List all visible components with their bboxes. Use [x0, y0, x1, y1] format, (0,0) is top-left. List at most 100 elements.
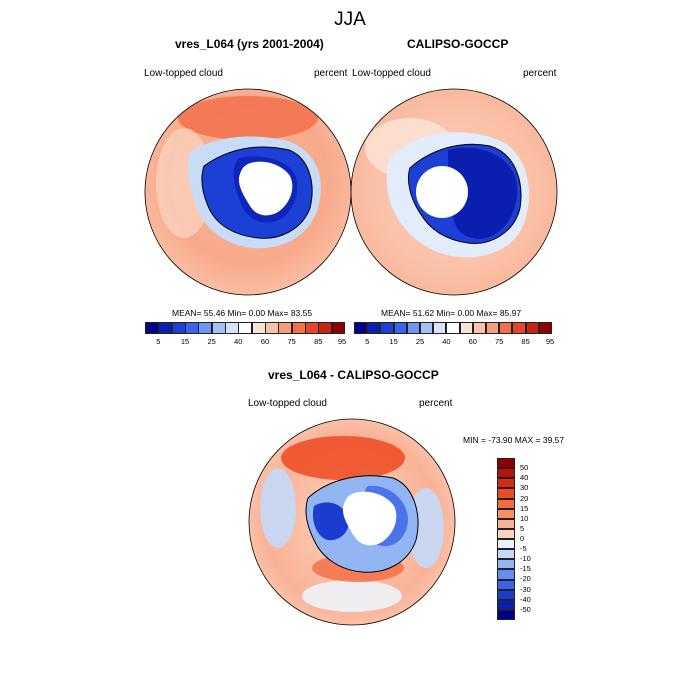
colorbar-3-cell [497, 539, 515, 550]
colorbar-3-cell [497, 579, 515, 590]
colorbar-2-tick: 40 [442, 337, 451, 346]
colorbar-3-cell [497, 609, 515, 620]
colorbar-1-tick: 40 [234, 337, 243, 346]
colorbar-2-cell [472, 322, 486, 334]
colorbar-2-cell [446, 322, 460, 334]
colorbar-3-tick: -10 [520, 554, 531, 563]
colorbar-3-cell [497, 468, 515, 479]
panel-3-missing-data [342, 491, 397, 546]
colorbar-2-cell [420, 322, 434, 334]
colorbar-3-tick: 50 [520, 463, 529, 472]
colorbar-1-tick: 15 [180, 337, 190, 346]
colorbar-3 [497, 458, 515, 620]
colorbar-3-cell [497, 599, 515, 610]
colorbar-3-tick: 5 [520, 524, 525, 533]
colorbar-3-cell [497, 458, 515, 469]
colorbar-3-cell [497, 559, 515, 570]
colorbar-1-cell [318, 322, 333, 334]
figure-title: JJA [334, 9, 366, 30]
colorbar-3-cell [497, 589, 515, 600]
colorbar-1-cell [171, 322, 186, 334]
colorbar-1-cell [238, 322, 253, 334]
colorbar-1-tick: 25 [207, 337, 216, 346]
panel-2-polar-map [350, 88, 558, 296]
colorbar-2-tick: 95 [545, 337, 555, 346]
colorbar-2-cell [525, 322, 539, 334]
colorbar-3-tick: -5 [520, 544, 527, 553]
panel-2-coastline [407, 143, 522, 244]
panel-2-variable: Low-topped cloud [352, 68, 431, 79]
colorbar-2-cell [486, 322, 500, 334]
colorbar-3-cell [497, 518, 515, 529]
colorbar-2-cell [367, 322, 381, 334]
colorbar-1-cell [278, 322, 293, 334]
colorbar-1-tick: 75 [287, 337, 296, 346]
panel-1-stats: MEAN= 55.46 Min= 0.00 Max= 83.55 [172, 308, 313, 318]
colorbar-3-ticks: 50 40 30 20 15 10 5 0 -5 -10 -15 -20 -30… [520, 458, 550, 620]
colorbar-3-tick: -30 [520, 585, 531, 594]
colorbar-2-cell [538, 322, 552, 334]
colorbar-1-tick: 60 [260, 337, 270, 346]
panel-1-variable: Low-topped cloud [144, 68, 223, 79]
panel-2-units: percent [523, 68, 557, 79]
colorbar-1-cell [331, 322, 345, 334]
panel-1-title: vres_L064 (yrs 2001-2004) [175, 37, 324, 51]
colorbar-2 [354, 322, 552, 334]
colorbar-1-cell [265, 322, 279, 334]
colorbar-1-ticks: 5 15 25 40 60 75 85 95 [145, 337, 347, 347]
colorbar-1-cell [251, 322, 266, 334]
colorbar-2-tick: 15 [389, 337, 398, 346]
colorbar-3-tick: 30 [520, 483, 529, 492]
colorbar-3-tick: -40 [520, 595, 531, 604]
colorbar-1-tick: 85 [314, 337, 323, 346]
colorbar-2-cell [354, 322, 368, 334]
colorbar-3-cell [497, 478, 515, 489]
panel-3-units: percent [419, 398, 453, 409]
colorbar-3-tick: 0 [520, 534, 525, 543]
colorbar-1-cell [145, 322, 159, 334]
colorbar-3-tick: -15 [520, 564, 531, 573]
colorbar-2-ticks: 5 15 25 40 60 75 85 95 [354, 337, 555, 347]
colorbar-2-cell [380, 322, 394, 334]
colorbar-1-cell [305, 322, 319, 334]
colorbar-1-cell [158, 322, 173, 334]
panel-2-title: CALIPSO-GOCCP [407, 37, 509, 51]
colorbar-3-cell [497, 488, 515, 499]
panel-1-missing-data [238, 161, 293, 216]
colorbar-1 [145, 322, 345, 334]
colorbar-2-cell [433, 322, 447, 334]
colorbar-3-cell [497, 528, 515, 540]
colorbar-2-cell [393, 322, 407, 334]
panel-2-map-border [350, 88, 558, 296]
colorbar-1-cell [291, 322, 306, 334]
colorbar-1-cell [185, 322, 199, 334]
colorbar-2-tick: 5 [365, 337, 370, 346]
colorbar-2-tick: 25 [415, 337, 425, 346]
colorbar-1-cell [211, 322, 226, 334]
colorbar-2-tick: 60 [468, 337, 477, 346]
panel-3-map-border [248, 418, 456, 626]
colorbar-3-cell [497, 508, 515, 519]
colorbar-1-cell [225, 322, 239, 334]
colorbar-2-cell [406, 322, 420, 334]
colorbar-2-tick: 85 [521, 337, 530, 346]
colorbar-1-cell [198, 322, 213, 334]
colorbar-3-tick: -50 [520, 605, 531, 614]
colorbar-3-cell [497, 498, 515, 509]
colorbar-3-tick: 20 [520, 494, 529, 503]
colorbar-2-cell [512, 322, 526, 334]
colorbar-2-cell [499, 322, 513, 334]
colorbar-1-tick: 5 [156, 337, 161, 346]
panel-2-stats: MEAN= 51.62 Min= 0.00 Max= 85.97 [381, 308, 522, 318]
colorbar-3-cell [497, 549, 515, 560]
panel-3-variable: Low-topped cloud [248, 398, 327, 409]
panel-3-stats: MIN = -73.90 MAX = 39.57 [463, 435, 565, 445]
colorbar-3-tick: 40 [520, 473, 529, 482]
colorbar-3-tick: 15 [520, 504, 529, 513]
colorbar-2-tick: 75 [495, 337, 504, 346]
panel-2-polar-gap [416, 166, 468, 218]
colorbar-1-tick: 95 [337, 337, 347, 346]
panel-1-high-cloud-band [178, 96, 318, 140]
panel-1-coastline [201, 146, 313, 239]
colorbar-3-cell [497, 569, 515, 580]
